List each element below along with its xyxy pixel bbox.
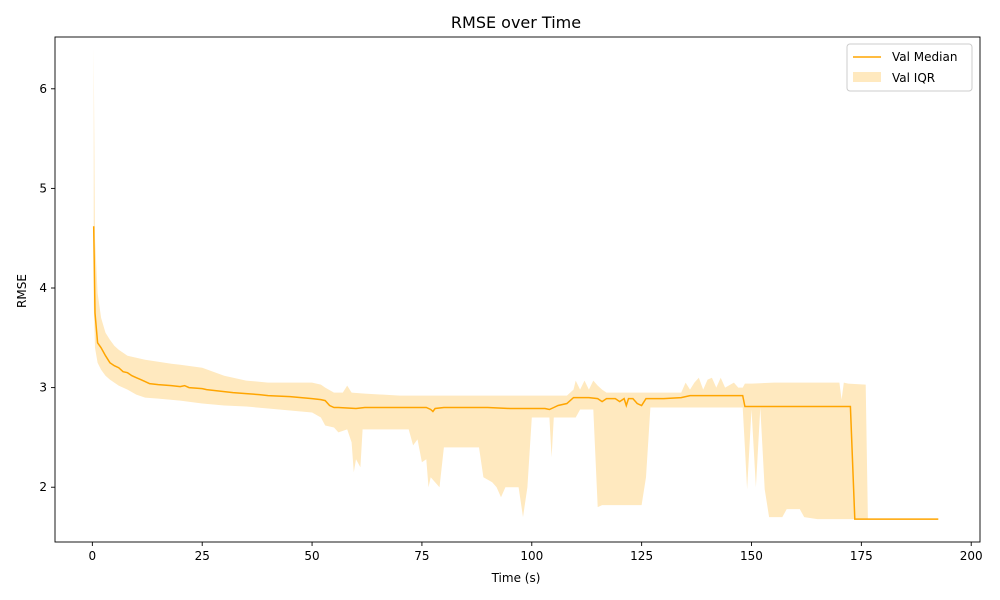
y-axis-ticks: 2 3 4 5 6 xyxy=(39,82,55,494)
y-tick-label: 3 xyxy=(39,381,47,395)
axes-frame xyxy=(54,36,981,543)
x-axis-label: Time (s) xyxy=(491,571,541,585)
x-tick-label: 75 xyxy=(414,549,429,563)
x-axis-ticks: 0 25 50 75 100 125 150 175 200 xyxy=(89,542,983,563)
y-tick-label: 5 xyxy=(39,181,47,195)
legend-iqr-label: Val IQR xyxy=(892,71,935,85)
y-tick-label: 2 xyxy=(39,480,47,494)
x-tick-label: 25 xyxy=(195,549,210,563)
x-tick-label: 100 xyxy=(520,549,543,563)
legend: Val Median Val IQR xyxy=(846,43,973,92)
x-tick-label: 0 xyxy=(89,549,97,563)
y-axis-label: RMSE xyxy=(15,274,29,308)
x-tick-label: 175 xyxy=(850,549,873,563)
legend-iqr-swatch xyxy=(853,72,881,82)
legend-median-label: Val Median xyxy=(892,50,957,64)
x-tick-label: 125 xyxy=(630,549,653,563)
x-tick-label: 50 xyxy=(304,549,319,563)
plot-area xyxy=(92,47,939,520)
x-tick-label: 150 xyxy=(740,549,763,563)
chart-title: RMSE over Time xyxy=(451,13,581,32)
val-median-line xyxy=(92,226,939,520)
x-tick-label: 200 xyxy=(960,549,983,563)
y-tick-label: 6 xyxy=(39,82,47,96)
y-tick-label: 4 xyxy=(39,281,47,295)
val-iqr-band xyxy=(93,47,939,520)
